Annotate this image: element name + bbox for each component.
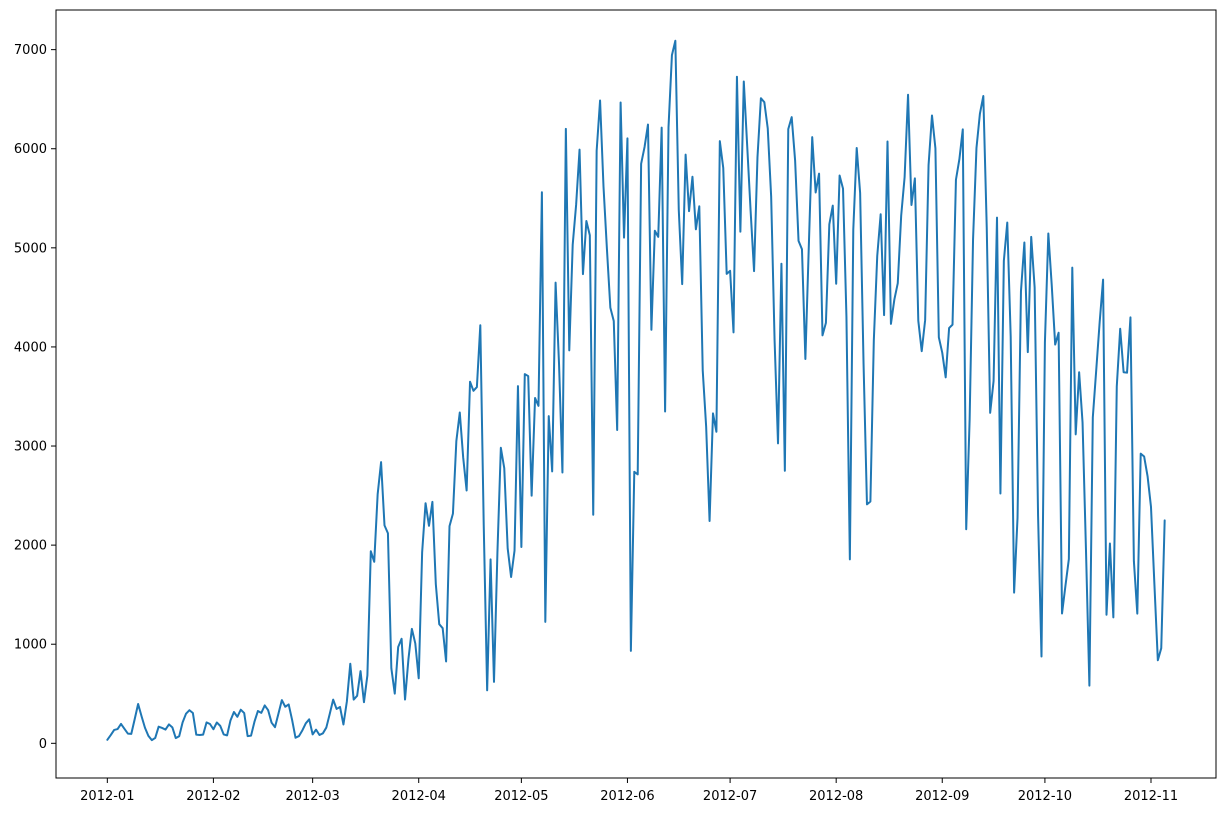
y-tick-label: 5000 bbox=[14, 241, 47, 256]
x-tick-label: 2012-04 bbox=[392, 789, 446, 804]
x-tick-label: 2012-08 bbox=[809, 789, 863, 804]
x-tick-label: 2012-05 bbox=[494, 789, 548, 804]
x-tick-label: 2012-02 bbox=[186, 789, 240, 804]
x-tick-label: 2012-07 bbox=[703, 789, 757, 804]
x-tick-label: 2012-06 bbox=[600, 789, 654, 804]
x-tick-label: 2012-01 bbox=[80, 789, 134, 804]
x-tick-label: 2012-03 bbox=[285, 789, 339, 804]
y-tick-label: 3000 bbox=[14, 440, 47, 455]
y-axis: 0 1000 2000 3000 4000 5000 6000 7000 bbox=[14, 43, 56, 752]
x-axis: 2012-01 2012-02 2012-03 2012-04 2012-05 2012-… bbox=[80, 778, 1178, 804]
axes-frame bbox=[55, 9, 1217, 779]
y-tick-label: 4000 bbox=[14, 340, 47, 355]
series-line bbox=[106, 39, 1166, 742]
x-tick-label: 2012-10 bbox=[1018, 789, 1072, 804]
x-tick-label: 2012-11 bbox=[1124, 789, 1178, 804]
y-tick-label: 7000 bbox=[14, 43, 47, 58]
x-tick-label: 2012-09 bbox=[915, 789, 969, 804]
series-layer bbox=[106, 39, 1166, 742]
y-tick-label: 2000 bbox=[14, 539, 47, 554]
y-tick-label: 1000 bbox=[14, 638, 47, 653]
y-tick-label: 6000 bbox=[14, 142, 47, 157]
y-tick-label: 0 bbox=[39, 737, 47, 752]
